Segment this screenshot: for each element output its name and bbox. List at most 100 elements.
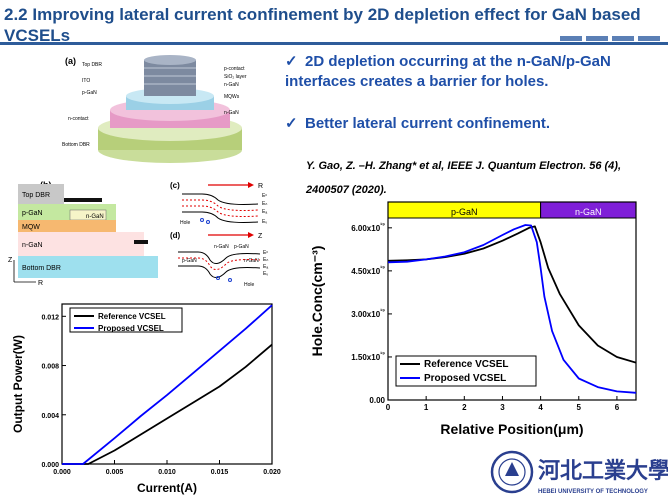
layer-label: p-contact: [224, 66, 245, 72]
y-tick-label: 3.00x10¹⁹: [351, 308, 385, 319]
y-tick-label: 0.012: [41, 314, 59, 321]
x-axis-label: Relative Position(μm): [440, 421, 583, 437]
bullet-text: 2D depletion occurring at the n-GaN/p-Ga…: [285, 53, 611, 90]
layer-label: Bottom DBR: [22, 265, 61, 272]
legend-entry: Reference VCSEL: [424, 359, 508, 370]
layer-label: n-GaN: [86, 214, 104, 220]
figure-a-label: (a): [65, 56, 76, 66]
series-line: [62, 304, 273, 465]
y-tick-label: 1.50x10¹⁹: [351, 351, 385, 362]
figure-d-band-diagram: (d) Z n-GaN p-GaN p-GaN n-GaN Eᶜ Eₙ Eₐ E…: [170, 231, 268, 288]
title-decoration-bar: [560, 36, 582, 41]
band-label: Eᶜ: [262, 193, 267, 199]
legend-box: [395, 355, 537, 387]
top-dbr-layer: [18, 184, 64, 204]
hole-marker: [200, 218, 204, 222]
band-line-ec: [178, 251, 261, 264]
series-line: [387, 224, 637, 394]
series-line: [62, 343, 273, 465]
region-label: n-GaN: [214, 244, 229, 250]
page-title: 2.2 Improving lateral current confinemen…: [4, 5, 641, 45]
layer-label: Top DBR: [82, 62, 102, 68]
title-rule: [0, 42, 668, 45]
region-label: p-GaN: [234, 244, 249, 250]
region-label: n-GaN: [244, 258, 259, 264]
legend-entry: Proposed VCSEL: [424, 373, 506, 384]
top-dbr-top: [144, 55, 196, 65]
band-line-efn: [178, 257, 261, 270]
n-gan-layer: [18, 232, 144, 256]
layer-label: n-GaN: [224, 110, 239, 116]
y-axis-label: Output Power(W): [11, 335, 25, 433]
title-decoration-bar: [612, 36, 634, 41]
citation: Y. Gao, Z. –H. Zhang* et al, IEEE J. Qua…: [306, 160, 622, 196]
x-tick-label: 0.020: [263, 469, 281, 476]
x-tick-label: 2: [462, 403, 467, 412]
axis-label: R: [258, 183, 263, 190]
hole-marker: [206, 220, 210, 224]
layer-label: p-GaN: [22, 210, 43, 217]
output-power-chart: 0.000 0.005 0.010 0.015 0.020 0.000 0.004 0.008…: [11, 303, 281, 495]
band-label: Eᵥ: [263, 271, 268, 277]
layer-label: p-GaN: [82, 90, 97, 96]
band-label: Eᶜ: [263, 250, 268, 256]
x-tick-label: 5: [577, 403, 582, 412]
figure-c-band-diagram: (c) R Eᶜ Eₙ Eₐ Eᵥ Hole: [170, 181, 267, 226]
x-tick-label: 4: [538, 403, 543, 412]
x-tick-label: 0.005: [106, 469, 124, 476]
layer-label: SiO₂ layer: [224, 74, 247, 80]
x-axis-label: Current(A): [137, 481, 197, 495]
bullet-item: ✓ Better lateral current confinement.: [285, 114, 655, 134]
band-line-ev: [182, 211, 259, 223]
x-tick-label: 1: [424, 403, 429, 412]
y-tick-label: 0.00: [369, 396, 385, 405]
x-tick-label: 0.015: [211, 469, 229, 476]
direction-arrowhead: [248, 232, 254, 238]
legend-entry: Reference VCSEL: [98, 312, 166, 321]
title-decoration-bar: [586, 36, 608, 41]
layer-label: ITO: [82, 78, 90, 84]
logo-name-en: HEBEI UNIVERSITY OF TECHNOLOGY: [538, 489, 648, 495]
legend-entry: Proposed VCSEL: [98, 324, 164, 333]
y-tick-label: 0.000: [41, 462, 59, 469]
region-label: p-GaN: [451, 207, 478, 217]
band-label: Eₙ: [262, 201, 267, 207]
hole-label: Hole: [180, 220, 191, 226]
layer-label: Top DBR: [22, 192, 50, 199]
contact-bar: [134, 240, 148, 244]
band-label: Eₙ: [263, 257, 268, 263]
figure-c-label: (c): [170, 181, 180, 190]
contact-bar: [64, 198, 102, 202]
hole-marker: [216, 276, 220, 280]
direction-arrowhead: [248, 182, 254, 188]
bottom-dbr-layer: [18, 256, 158, 278]
check-icon: ✓: [285, 115, 298, 132]
seal-inner-ring: [498, 458, 526, 486]
series-line: [387, 225, 637, 364]
band-label: Eₐ: [263, 264, 268, 270]
hole-concentration-chart: p-GaN n-GaN 0 1 2 3 4 5 6 0.00 1.50x10¹⁹ 3.00x10¹⁹ 4…: [309, 201, 637, 437]
figure-a-vcsel-structure: (a) Top DBR ITO p-GaN n-contact Bottom D…: [62, 55, 247, 163]
hole-label: Hole: [244, 282, 255, 288]
layer-label: MQW: [22, 224, 40, 231]
bullet-text: Better lateral current confinement.: [305, 115, 551, 132]
region-label: n-GaN: [575, 207, 602, 217]
band-line-efn: [182, 199, 259, 211]
title-decoration-bar: [638, 36, 660, 41]
y-tick-label: 6.00x10¹⁹: [351, 222, 385, 233]
check-icon: ✓: [285, 53, 298, 70]
band-line-ec: [182, 193, 259, 205]
x-tick-label: 0.010: [158, 469, 176, 476]
band-line-efp: [182, 205, 259, 217]
mqw-layer: [18, 220, 116, 232]
layer-label: n-GaN: [22, 242, 43, 249]
band-line-ev: [178, 265, 261, 278]
axis-label-r: R: [38, 280, 43, 287]
university-logo: 河北工業大學 HEBEI UNIVERSITY OF TECHNOLOGY: [490, 450, 668, 495]
hole-marker: [228, 278, 232, 282]
y-axis-label: Hole.Conc(cm⁻³): [309, 246, 325, 357]
figure-d-label: (d): [170, 231, 181, 240]
layer-label: n-GaN: [224, 82, 239, 88]
layer-label: n-contact: [68, 116, 89, 122]
bullet-item: ✓ 2D depletion occurring at the n-GaN/p-G…: [285, 52, 655, 92]
